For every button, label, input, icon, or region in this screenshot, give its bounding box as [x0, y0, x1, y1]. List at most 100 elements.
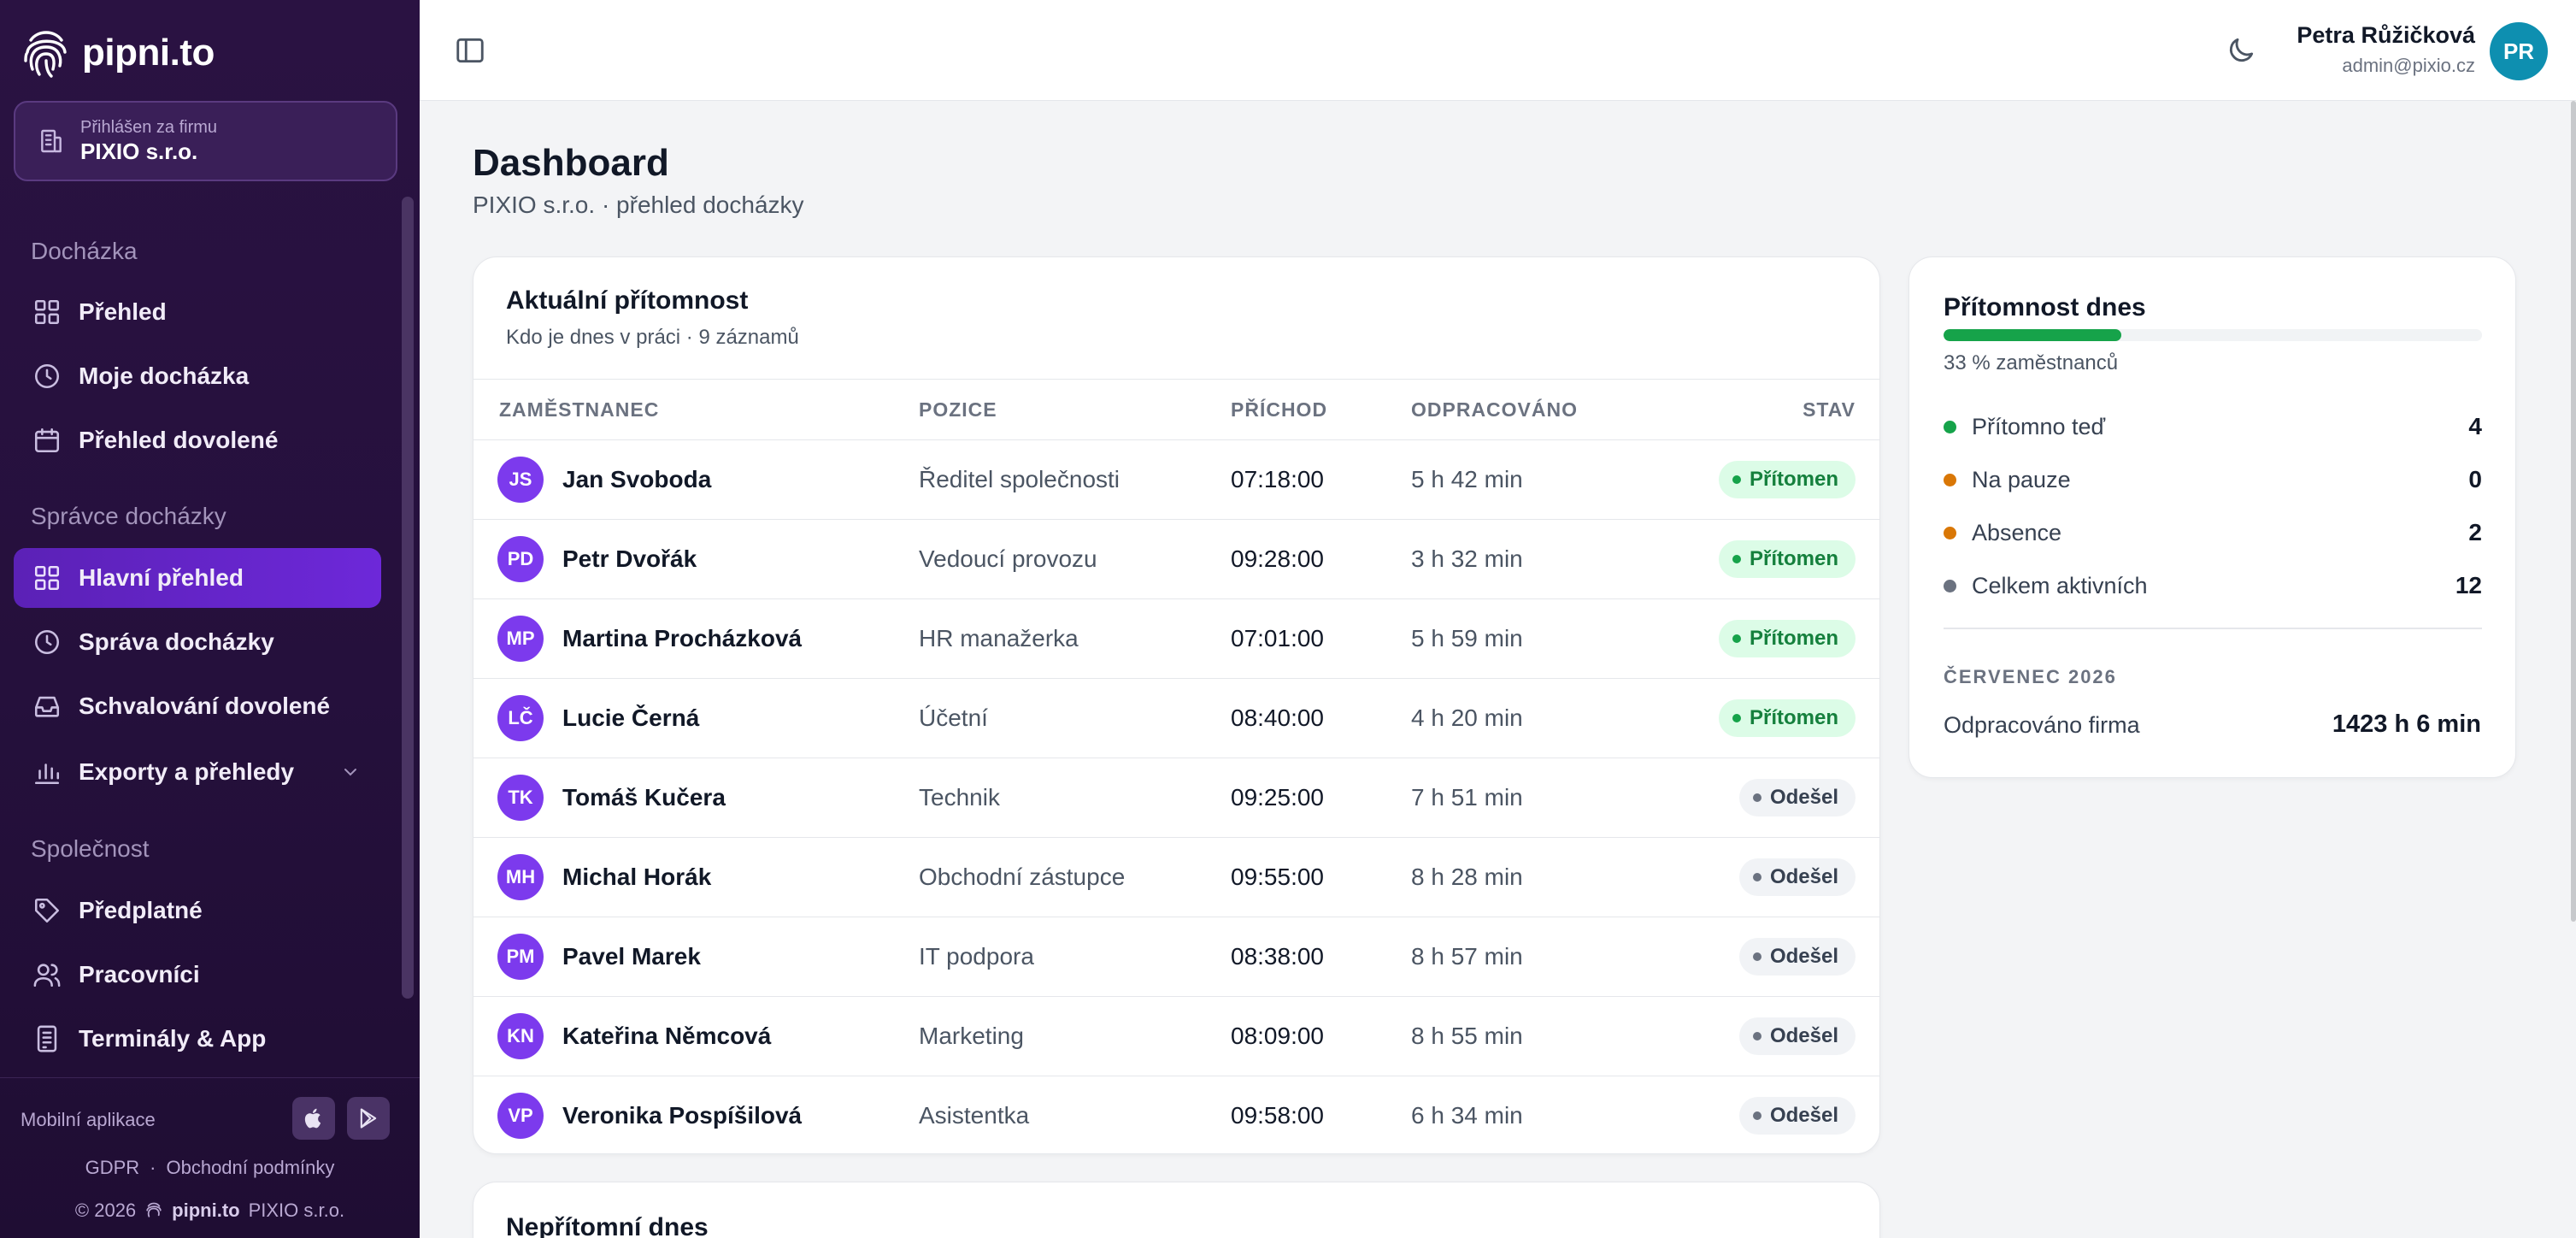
gdpr-link[interactable]: GDPR — [85, 1157, 140, 1178]
company-switcher[interactable]: Přihlášen za firmu PIXIO s.r.o. — [14, 101, 397, 181]
page-scrollbar[interactable] — [2571, 101, 2576, 922]
employee-name[interactable]: Pavel Marek — [562, 943, 701, 970]
column-header-employee[interactable]: ZAMĚSTNANEC — [499, 398, 660, 421]
column-header-position[interactable]: POZICE — [919, 398, 997, 421]
tablet-icon — [37, 1025, 57, 1052]
employee-name[interactable]: Kateřina Němcová — [562, 1023, 772, 1049]
employee-position: HR manažerka — [919, 625, 1079, 651]
status-badge: Odešel — [1738, 938, 1856, 976]
stat-row: Celkem aktivních 12 — [1944, 569, 2482, 603]
employee-name[interactable]: Petr Dvořák — [562, 545, 697, 572]
fingerprint-icon — [146, 1202, 162, 1217]
nav-item-prehled[interactable]: Přehled — [14, 282, 381, 342]
arrival-time: 09:55:00 — [1231, 864, 1324, 890]
presence-progress-fill — [1944, 329, 2121, 341]
brand-logo[interactable]: pipni.to — [22, 24, 215, 82]
nav-item-pracovnici[interactable]: Pracovníci — [14, 945, 381, 1005]
company-name: PIXIO s.r.o. — [80, 139, 198, 164]
status-label: Přítomen — [1749, 468, 1838, 491]
moon-icon[interactable] — [2225, 34, 2257, 67]
employee-name[interactable]: Martina Procházková — [562, 625, 803, 651]
employee-name[interactable]: Veronika Pospíšilová — [562, 1102, 803, 1129]
footer-separator: · — [150, 1157, 156, 1178]
nav-item-moje-dochazka[interactable]: Moje docházka — [14, 346, 381, 406]
terms-link[interactable]: Obchodní podmínky — [166, 1157, 335, 1178]
absent-card: Nepřítomní dnes — [473, 1182, 1880, 1238]
nav-item-predplatne[interactable]: Předplatné — [14, 881, 381, 940]
column-header-worked[interactable]: ODPRACOVÁNO — [1411, 398, 1579, 421]
employee-position: Asistentka — [919, 1102, 1030, 1129]
employee-name[interactable]: Tomáš Kučera — [562, 784, 726, 811]
table-row[interactable]: LČ Lucie Černá Účetní 08:40:00 4 h 20 min Pří… — [473, 679, 1879, 758]
google-play-button[interactable] — [347, 1097, 390, 1140]
play-icon — [360, 1108, 377, 1129]
employee-cell: PD Petr Dvořák — [497, 520, 697, 598]
status-dot — [1752, 952, 1761, 961]
page-title: Dashboard — [473, 142, 669, 184]
table-row[interactable]: KN Kateřina Němcová Marketing 08:09:00 8 h 5… — [473, 997, 1879, 1076]
worked-time: 7 h 51 min — [1411, 784, 1523, 811]
table-row[interactable]: PD Petr Dvořák Vedoucí provozu 09:28:00 3 h … — [473, 520, 1879, 599]
employee-name[interactable]: Jan Svoboda — [562, 466, 712, 492]
status-label: Odešel — [1769, 1024, 1838, 1047]
apple-icon — [304, 1108, 321, 1129]
user-name[interactable]: Petra Růžičková — [2297, 22, 2475, 48]
table-row[interactable]: MH Michal Horák Obchodní zástupce 09:55:00 8… — [473, 838, 1879, 917]
divider — [1944, 628, 2482, 629]
status-badge: Odešel — [1738, 858, 1856, 896]
employee-cell: VP Veronika Pospíšilová — [497, 1076, 803, 1153]
arrival-time: 07:18:00 — [1231, 466, 1324, 492]
employee-cell: MP Martina Procházková — [497, 599, 802, 678]
employee-cell: MH Michal Horák — [497, 838, 711, 917]
column-header-status[interactable]: STAV — [1803, 398, 1856, 421]
status-badge: Odešel — [1738, 779, 1856, 816]
status-badge: Odešel — [1738, 1097, 1856, 1135]
inbox-icon — [34, 696, 60, 717]
bar-chart-icon — [34, 763, 60, 785]
nav-section-company: Společnost — [31, 835, 150, 862]
calendar-icon — [34, 427, 60, 453]
table-row[interactable]: JS Jan Svoboda Ředitel společnosti 07:18:00… — [473, 440, 1879, 520]
employee-avatar: TK — [497, 775, 544, 821]
nav-item-terminaly[interactable]: Terminály & App — [14, 1009, 381, 1069]
table-row[interactable]: VP Veronika Pospíšilová Asistentka 09:58:00… — [473, 1076, 1879, 1153]
status-badge: Přítomen — [1718, 540, 1856, 578]
stat-label: Absence — [1972, 519, 2062, 545]
status-badge: Odešel — [1738, 1017, 1856, 1055]
nav-item-schvalovani-dovolene[interactable]: Schvalování dovolené — [14, 676, 381, 736]
worked-time: 8 h 28 min — [1411, 864, 1523, 890]
nav-item-prehled-dovolene[interactable]: Přehled dovolené — [14, 410, 381, 470]
employee-position: IT podpora — [919, 943, 1034, 970]
employee-position: Marketing — [919, 1023, 1024, 1049]
table-row[interactable]: TK Tomáš Kučera Technik 09:25:00 7 h 51 min O… — [473, 758, 1879, 838]
stat-label: Přítomno teď — [1972, 413, 2106, 439]
nav-item-hlavni-prehled[interactable]: Hlavní přehled — [14, 548, 381, 608]
status-label: Odešel — [1769, 1104, 1838, 1127]
stat-value: 4 — [2468, 413, 2482, 439]
employee-name[interactable]: Lucie Černá — [562, 704, 700, 731]
arrival-time: 08:38:00 — [1231, 943, 1324, 970]
user-avatar[interactable]: PR — [2490, 22, 2548, 80]
app-store-button[interactable] — [292, 1097, 335, 1140]
employee-name[interactable]: Michal Horák — [562, 864, 712, 890]
stat-dot — [1944, 420, 1956, 433]
mobile-app-label: Mobilní aplikace — [21, 1109, 156, 1130]
sidebar-toggle-icon[interactable] — [454, 34, 486, 67]
table-header: ZAMĚSTNANEC POZICE PŘÍCHOD ODPRACOVÁNO S… — [473, 379, 1879, 440]
employee-position: Vedoucí provozu — [919, 545, 1097, 572]
column-header-arrival[interactable]: PŘÍCHOD — [1231, 398, 1328, 421]
employee-position: Obchodní zástupce — [919, 864, 1126, 890]
firm-worked-label: Odpracováno firma — [1944, 712, 2140, 738]
employee-cell: LČ Lucie Černá — [497, 679, 699, 758]
arrival-time: 09:58:00 — [1231, 1102, 1324, 1129]
worked-time: 6 h 34 min — [1411, 1102, 1523, 1129]
clock-icon — [34, 629, 60, 655]
arrival-time: 09:25:00 — [1231, 784, 1324, 811]
nav-item-exporty[interactable]: Exporty a přehledy — [14, 742, 381, 802]
footer-brand: pipni.to — [172, 1200, 240, 1221]
table-row[interactable]: MP Martina Procházková HR manažerka 07:01:0… — [473, 599, 1879, 679]
nav-item-sprava-dochazky[interactable]: Správa docházky — [14, 612, 381, 672]
sidebar-scrollbar[interactable] — [402, 197, 414, 999]
nav-item-label: Předplatné — [79, 897, 203, 923]
table-row[interactable]: PM Pavel Marek IT podpora 08:38:00 8 h 57 mi… — [473, 917, 1879, 997]
